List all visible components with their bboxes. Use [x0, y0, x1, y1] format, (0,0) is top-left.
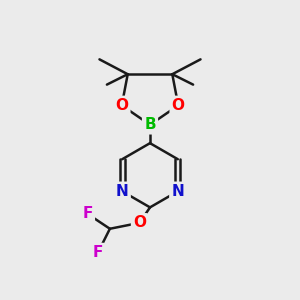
Text: O: O [115, 98, 128, 113]
Text: O: O [133, 215, 146, 230]
Text: F: F [82, 206, 93, 221]
Text: F: F [93, 245, 103, 260]
Text: O: O [172, 98, 185, 113]
Text: N: N [171, 184, 184, 199]
Text: B: B [144, 117, 156, 132]
Text: N: N [116, 184, 129, 199]
